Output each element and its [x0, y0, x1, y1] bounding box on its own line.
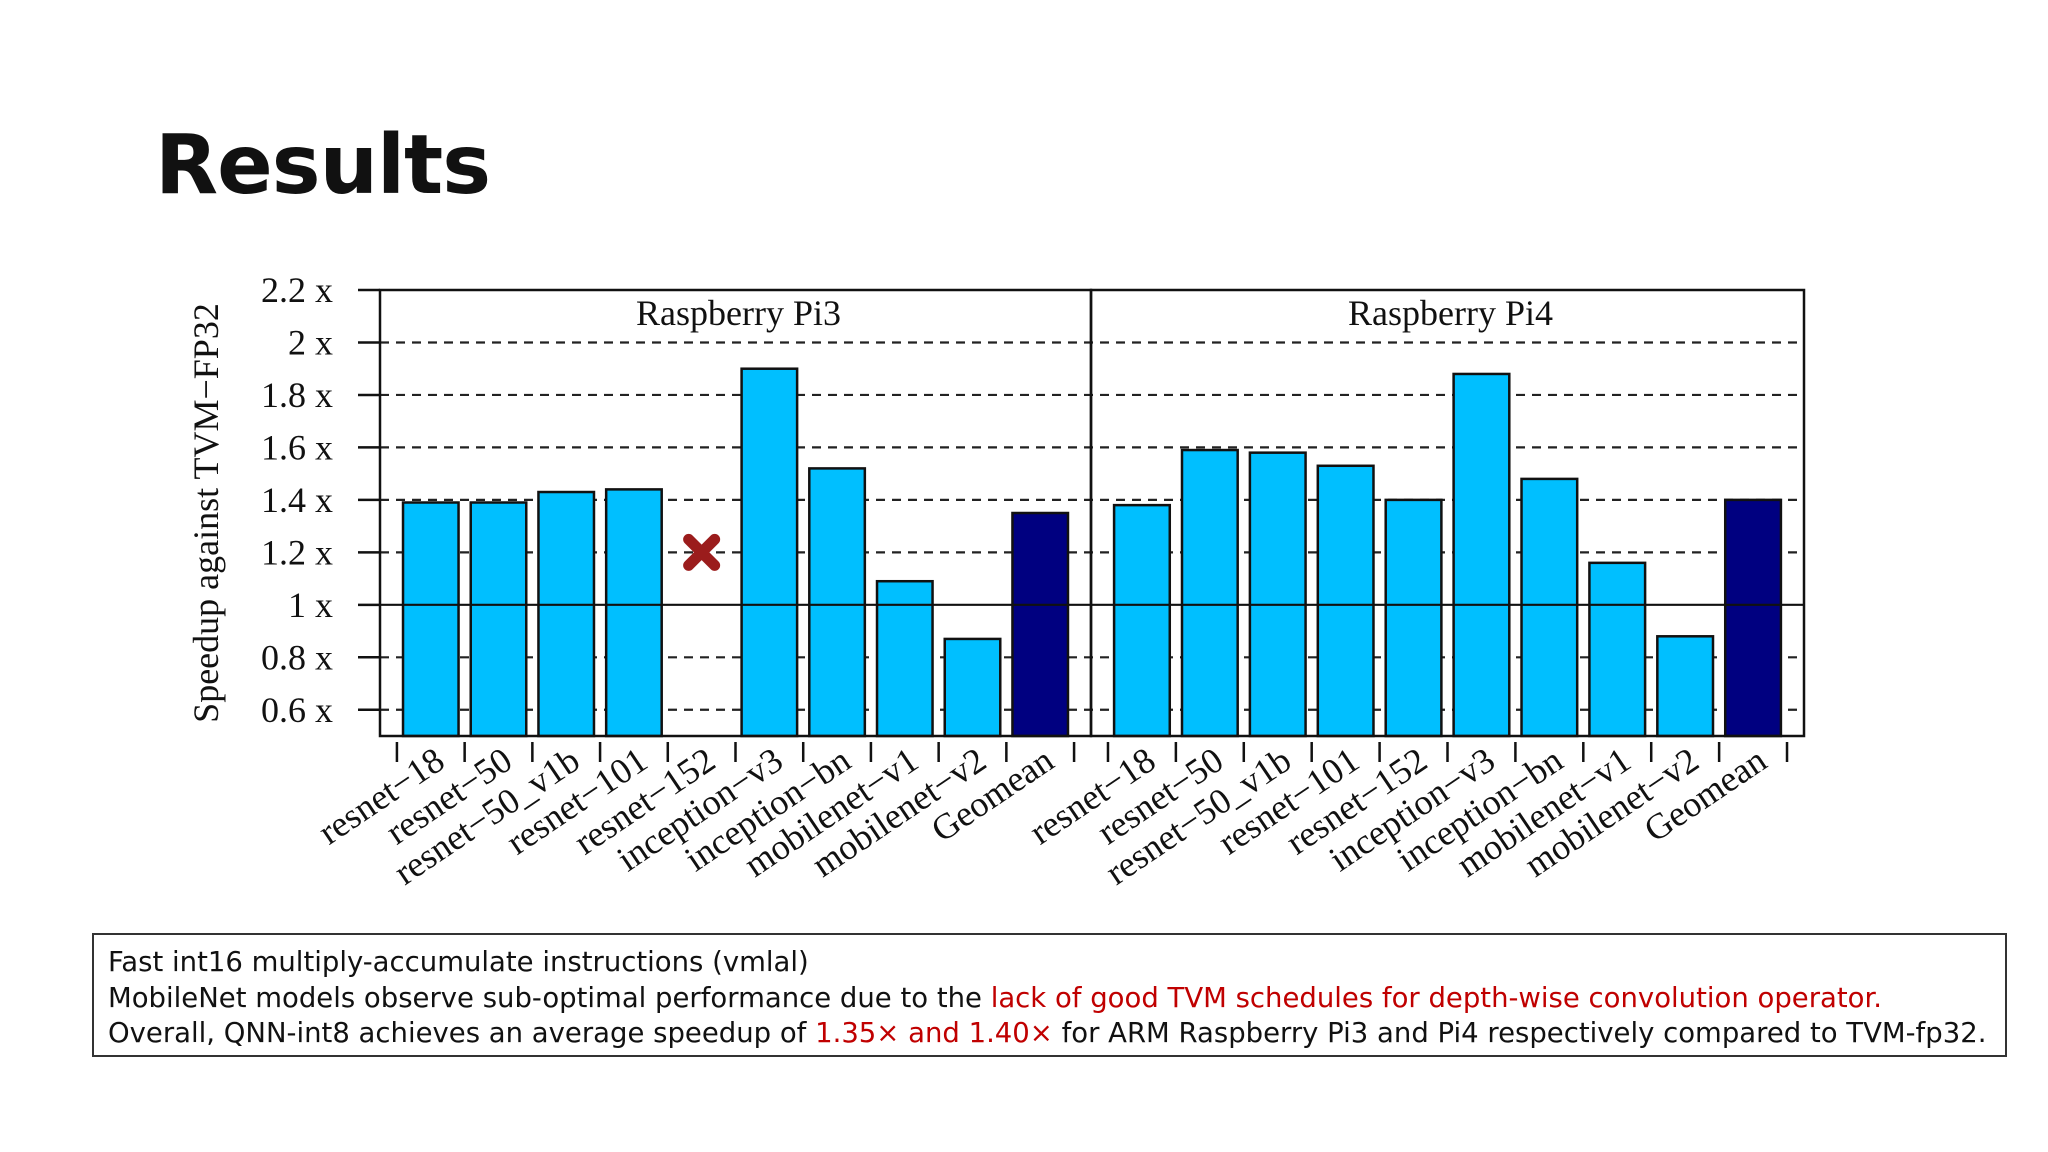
note-line-1-text: Fast int16 multiply-accumulate instructi…: [108, 946, 809, 978]
speedup-bar-chart: 0.6 x 0.8 x 1 x 1.2 x 1.4 x 1.6 x 1.8 x 2 x 2.2 …: [186, 270, 1806, 892]
note-line-3-text: Overall, QNN-int8 achieves an average sp…: [108, 1017, 816, 1049]
y-tick-label: 1.8 x: [261, 375, 333, 415]
notes-box: Fast int16 multiply-accumulate instructi…: [92, 933, 2007, 1057]
model-bar: [1248, 451, 1307, 738]
geomean-bar: [1723, 498, 1783, 738]
note-line-2: MobileNet models observe sub-optimal per…: [108, 981, 1991, 1017]
note-line-3-suffix: for ARM Raspberry Pi3 and Pi4 respective…: [1052, 1017, 1987, 1049]
missing-result-marker: [683, 533, 721, 571]
note-line-3: Overall, QNN-int8 achieves an average sp…: [108, 1016, 1991, 1052]
model-bar: [808, 467, 867, 738]
model-bar: [1180, 448, 1239, 738]
model-bar: [1384, 498, 1443, 738]
note-line-2-text: MobileNet models observe sub-optimal per…: [108, 981, 991, 1014]
y-tick-label: 1.2 x: [261, 532, 333, 572]
model-bar: [740, 367, 799, 738]
note-line-2-highlight: lack of good TVM schedules for depth-wis…: [990, 981, 1882, 1014]
note-line-3-highlight: 1.35× and 1.40×: [815, 1017, 1053, 1049]
y-tick-label: 2.2 x: [261, 270, 333, 310]
panel-frame: [1089, 288, 1806, 738]
y-tick-label: 0.8 x: [261, 637, 333, 677]
slide-title: Results: [155, 118, 491, 213]
model-bar: [1316, 464, 1375, 738]
geomean-bar: [1011, 511, 1070, 738]
y-tick-label: 1 x: [288, 585, 333, 625]
model-bar: [1112, 503, 1172, 738]
y-axis-label: Speedup against TVM−FP32: [186, 303, 226, 723]
panel-title: Raspberry Pi3: [636, 293, 841, 333]
note-line-1: Fast int16 multiply-accumulate instructi…: [108, 945, 1991, 981]
model-bar: [1520, 477, 1579, 738]
model-bar: [469, 501, 528, 738]
model-bar: [1452, 372, 1511, 738]
model-bar: [537, 490, 596, 738]
model-bar: [604, 488, 663, 738]
panel-title: Raspberry Pi4: [1348, 293, 1553, 333]
y-tick-label: 2 x: [288, 322, 333, 362]
y-tick-label: 1.6 x: [261, 427, 333, 467]
model-bar: [1588, 561, 1647, 738]
model-bar: [401, 501, 460, 738]
model-bar: [1656, 635, 1715, 738]
model-bar: [943, 637, 1002, 738]
y-tick-label: 1.4 x: [261, 480, 333, 520]
y-tick-label: 0.6 x: [261, 690, 333, 730]
